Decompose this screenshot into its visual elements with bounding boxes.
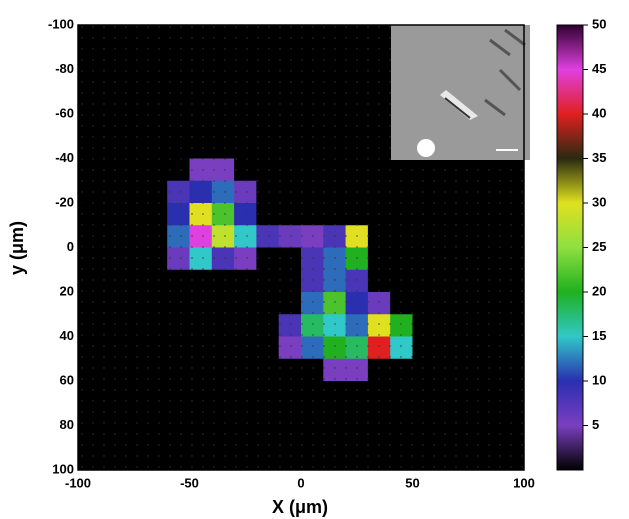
colorbar-tick-label: 30 <box>592 194 606 209</box>
inset-micrograph <box>391 25 530 160</box>
x-tick-label: 50 <box>405 475 419 490</box>
x-tick-label: -50 <box>180 475 199 490</box>
colorbar-tick-label: 35 <box>592 150 606 165</box>
y-tick-label: -40 <box>55 150 74 165</box>
x-tick-label: 100 <box>513 475 535 490</box>
colorbar-tick-label: 5 <box>592 417 599 432</box>
x-tick-label: -100 <box>65 475 91 490</box>
colorbar-tick-label: 50 <box>592 16 606 31</box>
y-tick-label: -60 <box>55 105 74 120</box>
colorbar-tick-label: 25 <box>592 239 606 254</box>
colorbar-tick-label: 45 <box>592 61 606 76</box>
y-tick-label: 0 <box>67 239 74 254</box>
colorbar-tick-label: 15 <box>592 328 606 343</box>
y-tick-label: 60 <box>60 372 74 387</box>
y-tick-label: 40 <box>60 328 74 343</box>
y-tick-label: 100 <box>52 461 74 476</box>
y-axis-title: y (μm) <box>7 221 27 275</box>
colorbar-tick-label: 20 <box>592 283 606 298</box>
colorbar <box>556 24 584 471</box>
y-tick-label: -20 <box>55 194 74 209</box>
y-tick-label: -100 <box>48 16 74 31</box>
colorbar-tick-label: 10 <box>592 372 606 387</box>
colorbar-tick-label: 40 <box>592 105 606 120</box>
y-tick-label: 20 <box>60 283 74 298</box>
y-tick-label: -80 <box>55 61 74 76</box>
y-tick-label: 80 <box>60 417 74 432</box>
x-axis-title: X (μm) <box>272 497 328 517</box>
x-tick-label: 0 <box>297 475 304 490</box>
